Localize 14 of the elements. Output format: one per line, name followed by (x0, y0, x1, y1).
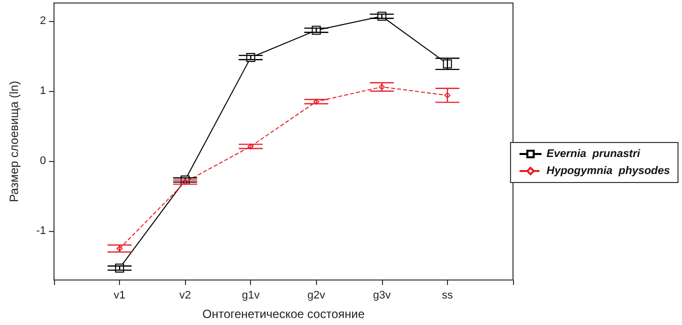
x-tick-label: v1 (114, 290, 126, 302)
legend-label: Evernia prunastri (546, 148, 642, 160)
x-tick-label: v2 (179, 290, 191, 302)
y-tick-label: 0 (40, 155, 46, 168)
x-tick-label: g1v (242, 290, 260, 302)
y-axis-title: Размер слоевища (ln) (7, 80, 21, 202)
y-tick-label: -1 (36, 225, 46, 238)
x-tick-label: g3v (372, 290, 392, 302)
x-tick-label: ss (442, 290, 454, 302)
x-tick-label: g2v (307, 290, 326, 302)
y-tick-label: 2 (40, 15, 46, 28)
legend-label: Hypogymnia physodes (546, 165, 670, 177)
x-axis-title: Онтогенетическое состояние (202, 307, 365, 321)
y-tick-label: 1 (40, 85, 46, 98)
